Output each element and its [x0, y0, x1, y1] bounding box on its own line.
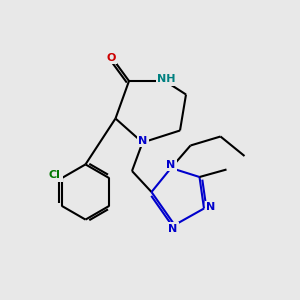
Text: N: N [206, 202, 215, 212]
Text: N: N [169, 224, 178, 234]
Text: N: N [167, 160, 176, 170]
Text: NH: NH [157, 74, 176, 85]
Text: N: N [139, 136, 148, 146]
Text: Cl: Cl [49, 170, 61, 180]
Text: O: O [106, 53, 116, 63]
Text: Cl: Cl [50, 171, 62, 181]
